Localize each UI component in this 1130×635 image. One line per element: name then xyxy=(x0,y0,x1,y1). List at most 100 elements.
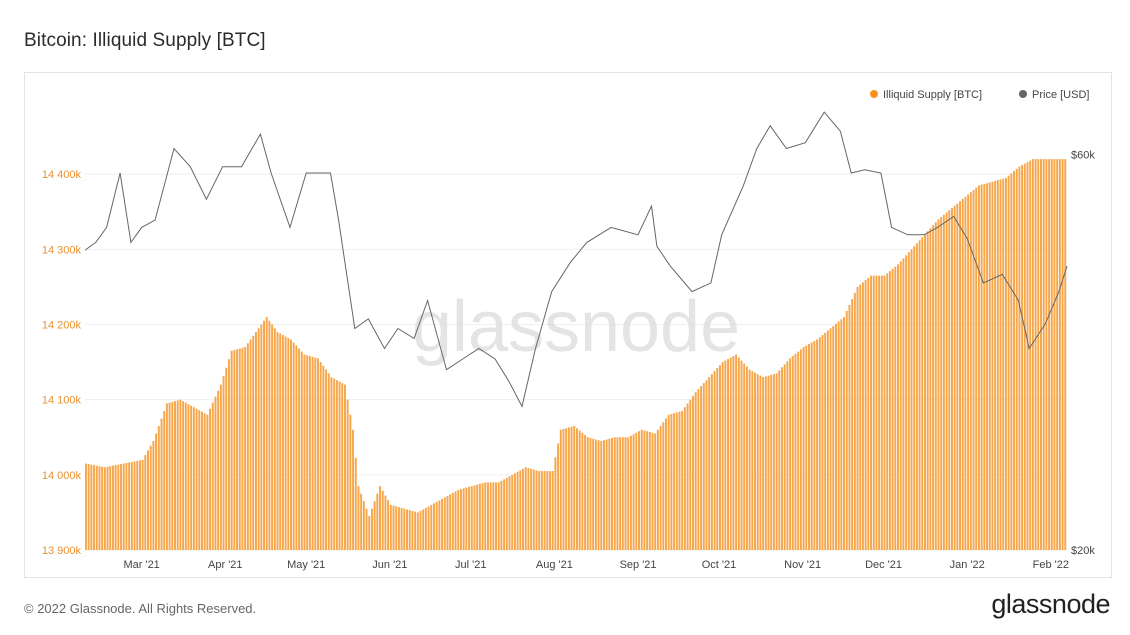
supply-bar xyxy=(333,378,336,550)
supply-bar xyxy=(522,468,524,550)
supply-bar xyxy=(230,350,233,550)
supply-bar xyxy=(905,255,908,550)
supply-bar xyxy=(85,463,87,550)
supply-bar xyxy=(500,480,503,550)
supply-bar xyxy=(308,356,311,550)
supply-bar xyxy=(956,203,959,551)
supply-bar xyxy=(354,457,357,550)
supply-bar xyxy=(775,373,778,550)
supply-bar xyxy=(138,460,141,550)
supply-bar xyxy=(584,435,587,550)
supply-bar xyxy=(994,180,997,550)
supply-bar xyxy=(341,383,344,550)
brand-logo[interactable]: glassnode xyxy=(991,589,1110,619)
supply-bar xyxy=(241,347,244,550)
supply-bar xyxy=(276,332,279,550)
supply-bar xyxy=(570,426,573,550)
supply-bar xyxy=(986,183,989,550)
supply-bar xyxy=(656,429,659,550)
supply-bar xyxy=(236,349,239,550)
supply-bar xyxy=(724,360,727,550)
supply-bar xyxy=(527,468,530,550)
supply-bars xyxy=(85,159,1067,551)
supply-bar xyxy=(592,438,595,550)
supply-bar xyxy=(152,441,155,550)
supply-bar xyxy=(133,461,136,550)
supply-bar xyxy=(473,485,476,550)
supply-bar xyxy=(451,492,454,550)
supply-bar xyxy=(389,504,392,550)
supply-bar xyxy=(362,501,365,550)
supply-bar xyxy=(93,465,96,550)
supply-bar xyxy=(368,516,371,550)
supply-bar xyxy=(433,503,435,550)
supply-bar xyxy=(122,463,125,550)
supply-bar xyxy=(678,411,681,550)
supply-bar xyxy=(1058,159,1061,550)
supply-bar xyxy=(843,316,846,550)
supply-bar xyxy=(1023,163,1026,550)
supply-bar xyxy=(924,234,926,551)
supply-bar xyxy=(972,189,975,550)
legend-supply-label: Illiquid Supply [BTC] xyxy=(883,89,982,101)
supply-bar xyxy=(144,455,147,550)
supply-bar xyxy=(486,482,489,550)
supply-bar xyxy=(314,357,317,550)
supply-bar xyxy=(360,493,363,551)
supply-bar xyxy=(449,494,452,550)
supply-bar xyxy=(834,323,837,550)
supply-bar xyxy=(459,489,462,550)
supply-bar xyxy=(743,363,746,550)
legend-price-dot xyxy=(1019,90,1027,98)
supply-bar xyxy=(999,179,1002,550)
supply-bar xyxy=(797,351,800,550)
illiquid-supply-chart: glassnode 13 900k 14 000k 14 100k 14 200k 14… xyxy=(42,89,1096,571)
supply-bar xyxy=(600,441,603,550)
supply-bar xyxy=(365,508,368,550)
supply-bar xyxy=(969,192,972,550)
supply-bar xyxy=(621,437,624,550)
supply-bar xyxy=(594,439,597,550)
supply-bar xyxy=(373,501,376,550)
supply-bar xyxy=(190,405,193,550)
supply-bar xyxy=(478,483,481,550)
supply-bar xyxy=(832,326,835,550)
supply-bar xyxy=(632,434,635,550)
supply-bar xyxy=(244,347,247,550)
supply-bar xyxy=(816,339,819,550)
supply-bar xyxy=(686,403,689,550)
supply-bar xyxy=(338,381,341,550)
supply-bar xyxy=(565,428,568,550)
supply-bar xyxy=(608,438,611,550)
supply-bar xyxy=(106,466,109,550)
supply-bar xyxy=(1029,160,1032,550)
supply-bar xyxy=(710,374,713,550)
supply-bar xyxy=(926,231,929,551)
supply-bar xyxy=(748,369,751,550)
supply-bar xyxy=(867,277,870,550)
legend-supply-dot xyxy=(870,90,878,98)
supply-bar xyxy=(616,437,619,550)
y-right-tick-label: $60k xyxy=(1071,149,1095,161)
supply-bar xyxy=(980,184,983,550)
supply-bar xyxy=(497,482,500,550)
supply-bar xyxy=(953,205,956,551)
supply-bar xyxy=(263,320,265,550)
x-tick-label: Feb '22 xyxy=(1033,559,1069,571)
supply-bar xyxy=(821,335,824,550)
supply-bar xyxy=(1045,159,1048,550)
legend-price-label: Price [USD] xyxy=(1032,89,1089,101)
supply-bar xyxy=(945,212,948,550)
supply-bar xyxy=(988,182,991,550)
supply-bar xyxy=(422,509,425,550)
supply-bar xyxy=(530,468,533,550)
supply-bar xyxy=(813,341,816,550)
supply-bar xyxy=(157,425,160,550)
supply-bar xyxy=(872,275,875,550)
supply-bar xyxy=(481,483,484,550)
price-line xyxy=(84,111,1068,408)
supply-bar xyxy=(921,237,924,550)
supply-bar xyxy=(176,400,179,550)
supply-bar xyxy=(203,413,206,550)
supply-bar xyxy=(306,355,309,550)
